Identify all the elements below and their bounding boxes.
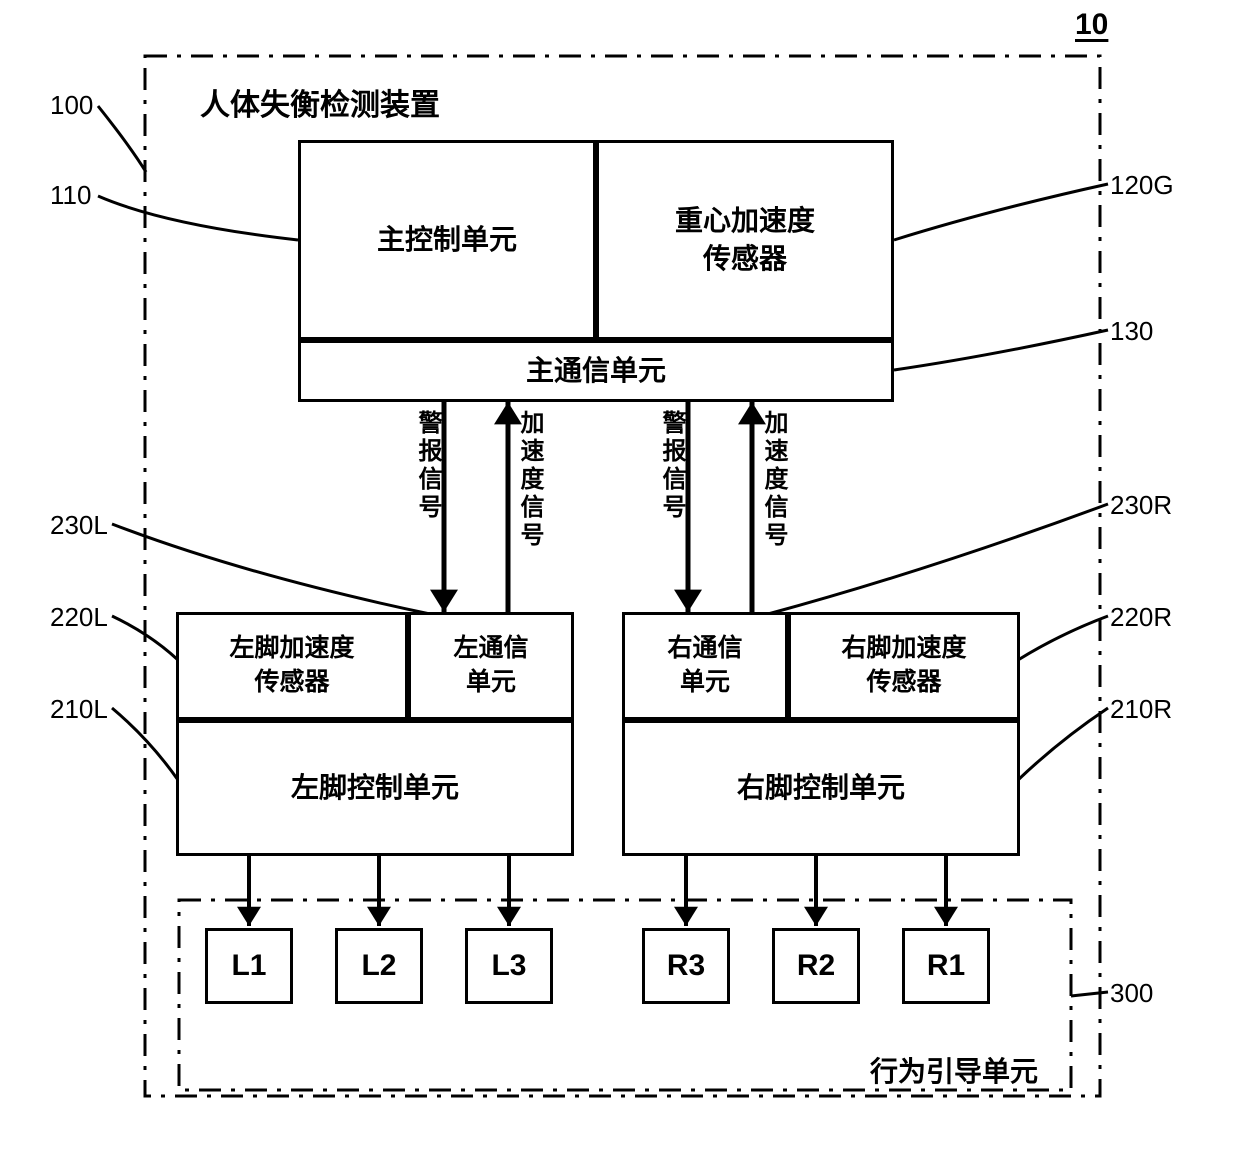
output-L1: L1 [205, 928, 293, 1004]
callout-220R: 220R [1110, 602, 1172, 633]
leader-120G [894, 184, 1108, 240]
left-foot-accel-sensor: 左脚加速度 传感器 [176, 612, 408, 720]
leader-100 [98, 106, 146, 172]
right-alarm-signal-label: 警报信号 [654, 410, 689, 604]
output-L2: L2 [335, 928, 423, 1004]
output-L3: L3 [465, 928, 553, 1004]
main-comm-unit: 主通信单元 [298, 340, 894, 402]
main-control-unit: 主控制单元 [298, 140, 596, 340]
leader-220R [1018, 616, 1108, 660]
output-R1: R1 [902, 928, 990, 1004]
leader-110 [98, 196, 298, 240]
leader-210R [1018, 708, 1108, 780]
right-foot-accel-sensor: 右脚加速度 传感器 [788, 612, 1020, 720]
system-ref-label: 10 [1075, 8, 1108, 42]
diagram-canvas: 10 人体失衡检测装置行为引导单元 主控制单元重心加速度 传感器主通信单元左脚加速度… [0, 0, 1240, 1160]
guide-unit-title: 行为引导单元 [870, 1050, 1038, 1090]
left-accel-signal-label: 加速度信号 [512, 410, 547, 604]
callout-230L: 230L [50, 510, 108, 541]
left-alarm-signal-label: 警报信号 [410, 410, 445, 604]
callout-210R: 210R [1110, 694, 1172, 725]
right-accel-signal-label: 加速度信号 [756, 410, 791, 604]
callout-230R: 230R [1110, 490, 1172, 521]
device-title: 人体失衡检测装置 [200, 80, 440, 124]
gravity-accel-sensor: 重心加速度 传感器 [596, 140, 894, 340]
right-comm-unit: 右通信 单元 [622, 612, 788, 720]
leader-220L [112, 616, 178, 660]
output-R3: R3 [642, 928, 730, 1004]
right-foot-control-unit: 右脚控制单元 [622, 720, 1020, 856]
left-comm-unit: 左通信 单元 [408, 612, 574, 720]
callout-300: 300 [1110, 978, 1153, 1009]
callout-120G: 120G [1110, 170, 1174, 201]
callout-130: 130 [1110, 316, 1153, 347]
callout-210L: 210L [50, 694, 108, 725]
leader-210L [112, 708, 178, 780]
callout-220L: 220L [50, 602, 108, 633]
left-foot-control-unit: 左脚控制单元 [176, 720, 574, 856]
leader-300 [1071, 992, 1108, 996]
output-R2: R2 [772, 928, 860, 1004]
callout-110: 110 [50, 180, 91, 211]
callout-100: 100 [50, 90, 93, 121]
leader-130 [894, 330, 1108, 370]
leader-230L [112, 524, 430, 614]
leader-230R [768, 504, 1108, 614]
